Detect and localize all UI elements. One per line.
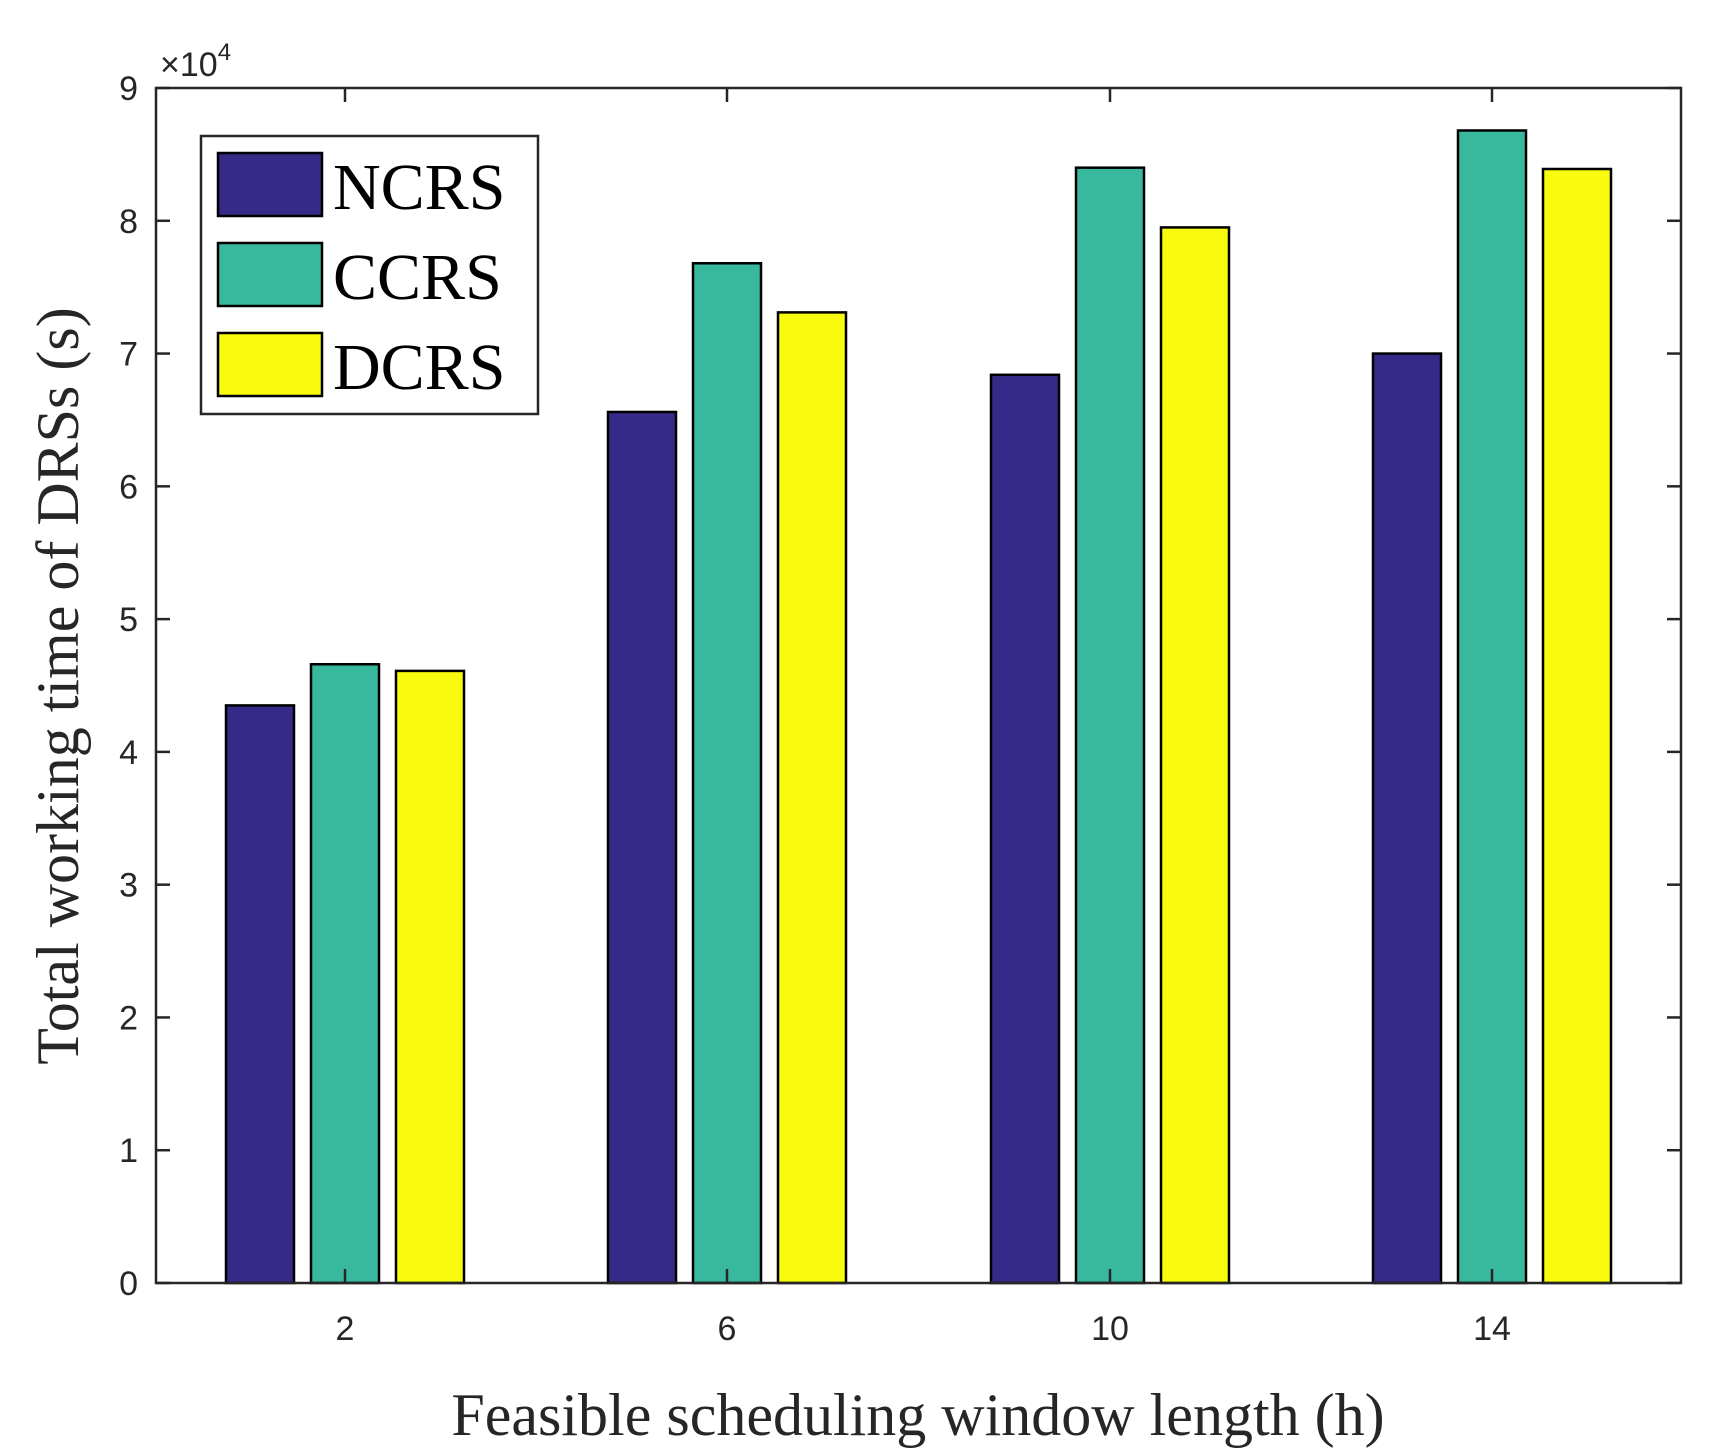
y-multiplier: ×104 xyxy=(160,39,231,84)
y-tick-label: 3 xyxy=(119,867,138,905)
bar-ncrs-10 xyxy=(989,373,1061,1285)
y-axis-label: Total working time of DRSs (s) xyxy=(25,307,91,1064)
legend-swatch-dcrs xyxy=(216,331,324,398)
ticks-group: 0 1 2 3 4 5 6 7 8 9 2 6 10 14 xyxy=(119,70,1681,1348)
bar-dcrs-2 xyxy=(394,669,466,1285)
bar-ncrs-6 xyxy=(606,410,678,1285)
bar-ncrs-2 xyxy=(224,704,296,1285)
y-tick-label: 8 xyxy=(119,203,138,241)
y-multiplier-base: ×10 xyxy=(160,46,218,84)
legend-label-ccrs: CCRS xyxy=(333,241,502,314)
y-tick-label: 4 xyxy=(119,734,138,772)
bar-ccrs-2 xyxy=(309,663,381,1285)
x-tick-label-10: 10 xyxy=(1091,1310,1129,1348)
y-tick-label: 2 xyxy=(119,999,138,1037)
x-tick-label-2: 2 xyxy=(336,1310,355,1348)
bar-ccrs-10 xyxy=(1074,166,1146,1285)
bar-dcrs-6 xyxy=(776,311,848,1285)
y-tick-label: 9 xyxy=(119,70,138,108)
bar-ccrs-6 xyxy=(691,262,763,1285)
y-tick-label: 1 xyxy=(119,1132,138,1170)
x-axis-label: Feasible scheduling window length (h) xyxy=(451,1382,1384,1448)
legend: NCRS CCRS DCRS xyxy=(199,134,540,416)
y-tick-label: 6 xyxy=(119,468,138,506)
x-tick-label-14: 14 xyxy=(1473,1310,1511,1348)
legend-label-dcrs: DCRS xyxy=(333,331,505,404)
legend-label-ncrs: NCRS xyxy=(333,151,505,224)
x-tick-label-6: 6 xyxy=(718,1310,737,1348)
bar-ncrs-14 xyxy=(1371,352,1443,1285)
bar-ccrs-14 xyxy=(1456,129,1528,1285)
y-tick-label: 0 xyxy=(119,1265,138,1303)
legend-swatch-ccrs xyxy=(216,241,324,308)
legend-swatch-ncrs xyxy=(216,151,324,218)
plot-frame xyxy=(154,86,1683,1285)
y-tick-label: 5 xyxy=(119,601,138,639)
bar-dcrs-14 xyxy=(1541,167,1613,1285)
y-tick-label: 7 xyxy=(119,336,138,374)
y-multiplier-exponent: 4 xyxy=(218,39,231,66)
bars-group xyxy=(224,129,1613,1285)
bar-dcrs-10 xyxy=(1159,226,1231,1285)
